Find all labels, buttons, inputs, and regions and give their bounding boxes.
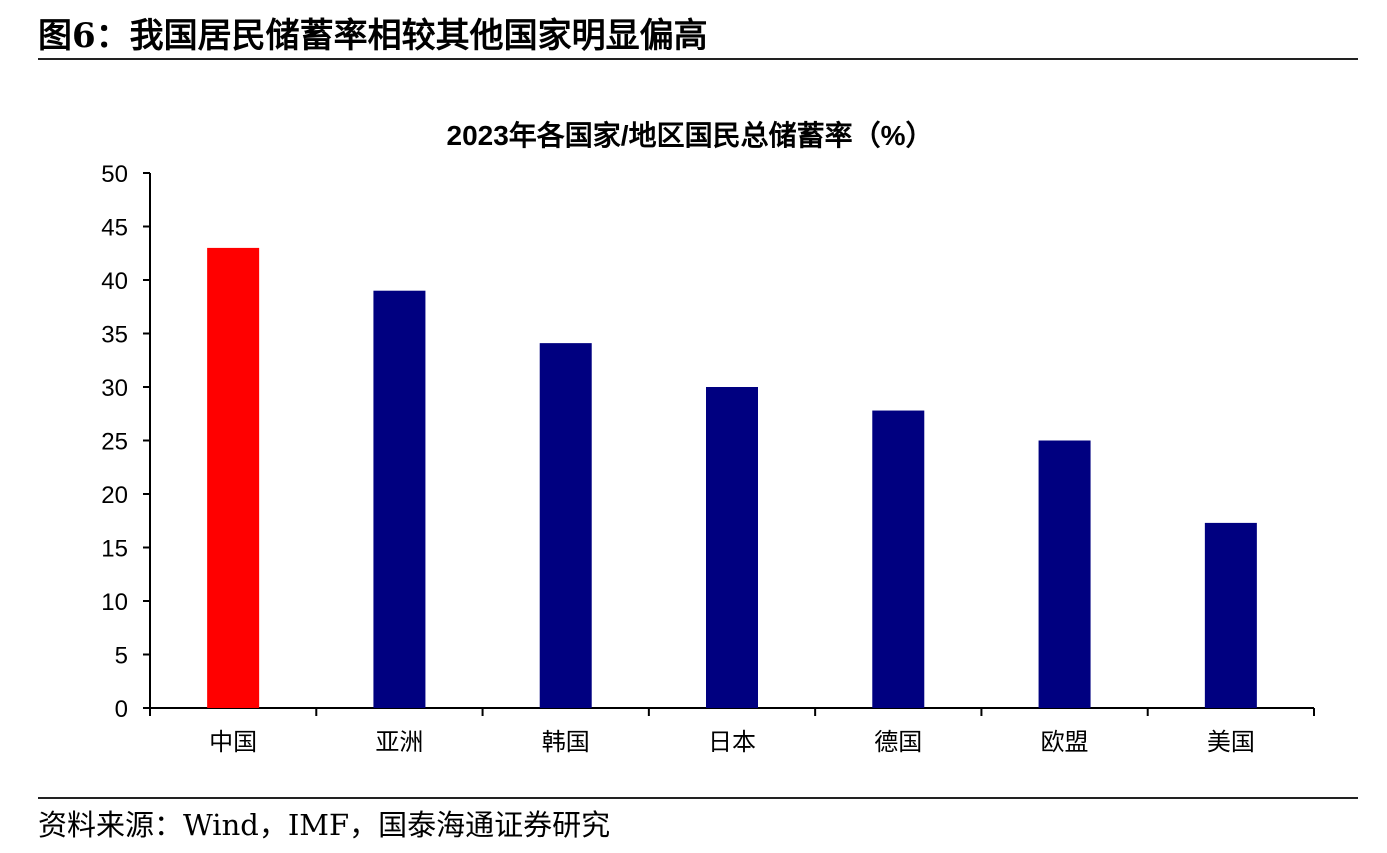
bar-5 (872, 410, 925, 708)
x-category-label: 中国 (209, 728, 257, 756)
y-tick-label: 50 (101, 161, 128, 188)
bar-3 (539, 343, 592, 708)
y-tick-label: 40 (101, 268, 128, 295)
y-tick-label: 45 (101, 215, 128, 242)
x-category-label: 韩国 (542, 728, 590, 756)
x-category-label: 日本 (708, 728, 756, 756)
bar-2 (373, 290, 426, 708)
y-tick-label: 0 (115, 696, 128, 723)
x-category-label: 德国 (874, 728, 922, 756)
x-category-label: 美国 (1207, 728, 1255, 756)
figure-title: 图6：我国居民储蓄率相较其他国家明显偏高 (38, 16, 708, 56)
x-category-label: 亚洲 (375, 728, 423, 756)
title-divider (38, 58, 1358, 60)
y-tick-label: 25 (101, 429, 128, 456)
source-divider (38, 797, 1358, 799)
bars-group (207, 247, 1257, 708)
x-category-label: 欧盟 (1041, 728, 1089, 756)
source-note: 资料来源：Wind，IMF，国泰海通证券研究 (38, 808, 611, 842)
y-tick-label: 10 (101, 589, 128, 616)
bar-7 (1204, 522, 1257, 708)
chart-title: 2023年各国家/地区国民总储蓄率（%） (447, 119, 934, 151)
y-axis: 0 5 10 15 20 25 30 35 40 45 50 (101, 161, 151, 723)
x-axis: 中国 亚洲 韩国 日本 德国 欧盟 美国 (149, 707, 1315, 756)
bar-1 (207, 247, 260, 708)
y-tick-label: 35 (101, 322, 128, 349)
bar-4 (706, 387, 758, 708)
y-tick-label: 15 (101, 536, 128, 563)
y-tick-label: 20 (101, 482, 128, 509)
bar-6 (1038, 440, 1091, 708)
y-tick-label: 30 (101, 375, 128, 402)
y-tick-label: 5 (115, 643, 128, 670)
